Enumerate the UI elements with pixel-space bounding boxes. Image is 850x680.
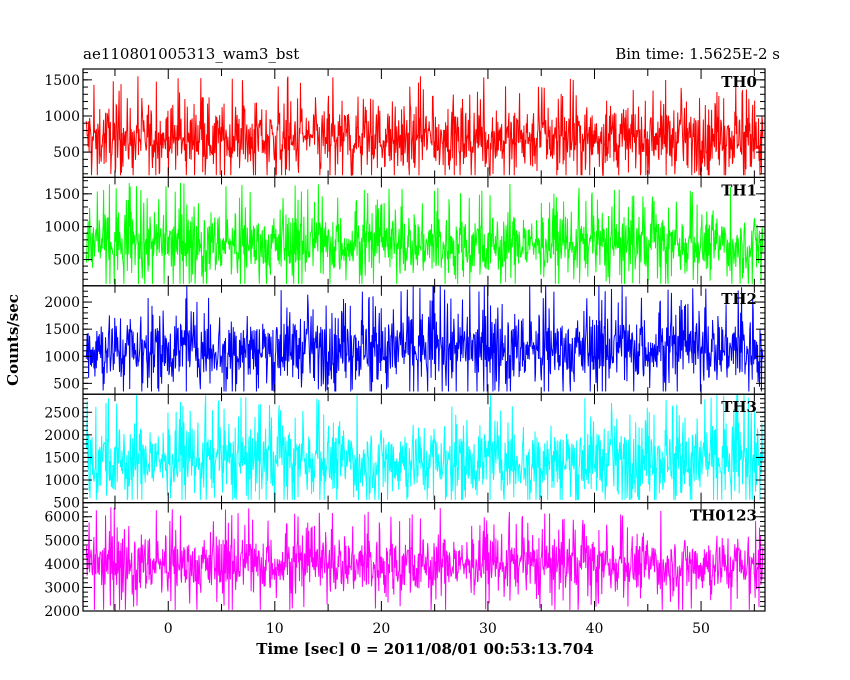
y-tick-label: 500	[53, 253, 80, 269]
panel-label: TH2	[721, 290, 757, 308]
y-tick-label: 2000	[44, 295, 80, 311]
x-tick-label: 40	[586, 621, 604, 637]
x-axis-title: Time [sec] 0 = 2011/08/01 00:53:13.704	[256, 640, 593, 658]
y-tick-label: 1000	[44, 473, 80, 489]
y-tick-label: 1000	[44, 220, 80, 236]
series-th3-line	[85, 395, 764, 501]
panel-frame	[82, 502, 766, 612]
panel-th1: 500 1000 1500 TH1	[44, 176, 766, 287]
series-th1-line	[85, 183, 764, 284]
y-tick-label: 500	[53, 145, 80, 161]
y-tick-label: 1000	[44, 109, 80, 125]
y-tick-label: 1500	[44, 450, 80, 466]
series-th0123-line	[85, 507, 764, 610]
plot-title: ae110801005313_wam3_bst	[83, 45, 299, 63]
y-tick-label: 6000	[44, 510, 80, 526]
x-tick-label: 10	[266, 621, 284, 637]
y-tick-label: 4000	[44, 557, 80, 573]
y-tick-label: 2000	[44, 604, 80, 620]
y-tick-label: 3000	[44, 580, 80, 596]
panel-th0: 500 1000 1500 TH0	[44, 68, 766, 179]
y-axis-title: Counts/sec	[4, 294, 22, 386]
y-tick-label: 2000	[44, 428, 80, 444]
panel-label: TH0123	[690, 507, 757, 525]
y-tick-label: 1500	[44, 187, 80, 203]
panel-th3: 500 1000 1500 2000 2500 TH3	[44, 393, 766, 512]
bin-time-label: Bin time: 1.5625E-2 s	[615, 45, 780, 63]
y-tick-label: 500	[53, 496, 80, 512]
x-tick-label: 0	[164, 621, 173, 637]
panel-th0123: 2000 3000 4000 5000 6000 TH0123	[44, 502, 766, 620]
x-tick-label: 20	[372, 621, 390, 637]
y-tick-label: 1500	[44, 322, 80, 338]
x-tick-label: 30	[479, 621, 497, 637]
panel-label: TH1	[721, 181, 757, 199]
y-tick-label: 2500	[44, 405, 80, 421]
panel-th2: 500 1000 1500 2000 TH2	[44, 285, 766, 395]
y-tick-label: 1500	[44, 73, 80, 89]
panel-label: TH3	[721, 398, 757, 416]
panel-label: TH0	[721, 73, 757, 91]
x-tick-label: 50	[692, 621, 710, 637]
series-th2-line	[85, 286, 764, 392]
series-th0-line	[85, 76, 764, 176]
y-tick-label: 500	[53, 376, 80, 392]
y-tick-label: 5000	[44, 533, 80, 549]
y-tick-label: 1000	[44, 349, 80, 365]
